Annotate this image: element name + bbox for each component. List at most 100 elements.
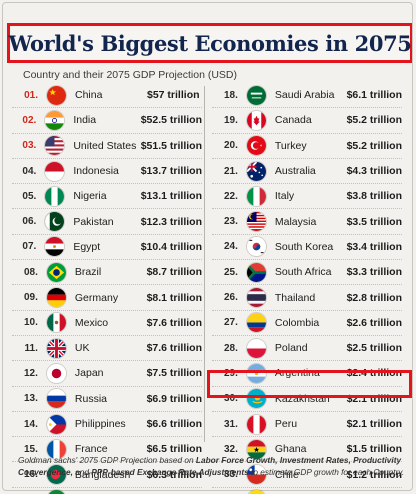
- ranking-row-philippines: 14. Philippines $6.6 trillion: [12, 412, 202, 438]
- ranking-row-france: 15. France $6.5 trillion: [12, 437, 202, 463]
- south-korea-flag-icon: [246, 237, 266, 257]
- rank-number: 33.: [223, 469, 238, 481]
- country-name: Brazil: [74, 266, 102, 279]
- gdp-value: $3.3 trillion: [346, 266, 402, 279]
- ranking-column-left: 01. China $57 trillion 02. India $52.5 trilli…: [12, 83, 202, 494]
- country-name: Nigeria: [73, 190, 107, 203]
- footnote-text-2: and: [72, 466, 92, 477]
- country-name: Chile: [274, 468, 299, 481]
- ranking-row-malaysia: 23. Malaysia $3.5 trillion: [212, 209, 402, 235]
- bangladesh-flag-icon: [46, 465, 66, 485]
- rank-number: 28.: [223, 342, 238, 354]
- mexico-flag-icon: [46, 313, 66, 333]
- country-name: Saudi Arabia: [274, 89, 335, 102]
- gdp-value: $57 trillion: [147, 89, 200, 102]
- rank-number: 20.: [223, 140, 238, 152]
- france-flag-icon: [46, 439, 66, 459]
- country-name: Malaysia: [274, 215, 317, 228]
- ranking-row-saudi-arabia: 18. Saudi Arabia $6.1 trillion: [212, 83, 402, 109]
- rank-number: 07.: [22, 241, 37, 253]
- egypt-flag-icon: [45, 237, 65, 257]
- country-name: South Korea: [274, 240, 334, 253]
- peru-flag-icon: [246, 414, 266, 434]
- ghana-flag-icon: [246, 439, 266, 459]
- saudi-arabia-flag-icon: [246, 85, 266, 105]
- ranking-row-egypt: 07. Egypt $10.4 trillion: [12, 235, 202, 261]
- ranking-row-uk: 11. UK $7.6 trillion: [12, 336, 202, 362]
- gdp-value: $2.1 trillion: [346, 418, 402, 430]
- gdp-value: $5.2 trillion: [346, 114, 402, 127]
- gdp-value: $13.1 trillion: [140, 190, 202, 203]
- philippines-flag-icon: [46, 414, 66, 434]
- australia-flag-icon: [246, 161, 266, 181]
- ranking-row-poland: 28. Poland $2.5 trillion: [212, 336, 402, 362]
- country-name: Mexico: [74, 316, 109, 329]
- rank-number: 05.: [22, 190, 37, 202]
- ranking-row-bangladesh: 16. Bangladesh $6.3 trillion: [12, 462, 202, 488]
- ranking-row-russia: 13. Russia $6.9 trillion: [12, 387, 202, 412]
- country-name: Bangladesh: [74, 468, 131, 481]
- italy-flag-icon: [246, 186, 266, 206]
- infographic-frame: World's Biggest Economies in 2075 Countr…: [2, 2, 413, 491]
- ranking-row-south-korea: 24. South Korea $3.4 trillion: [212, 235, 402, 261]
- country-name: UK: [74, 342, 90, 355]
- rank-number: 26.: [223, 292, 238, 304]
- gdp-value: $3.5 trillion: [346, 215, 402, 228]
- canada-flag-icon: [246, 110, 266, 130]
- gdp-value: $2.5 trillion: [346, 342, 402, 355]
- footnote-bold-2: PPP-based Exchange Rate Adjustments: [91, 466, 249, 477]
- ranking-row-indonesia: 04. Indonesia $13.7 trillion: [12, 159, 202, 185]
- footnote-text-1: Goldman sachs' 2075 GDP Projection based…: [18, 455, 196, 465]
- germany-flag-icon: [46, 288, 66, 308]
- chile-flag-icon: [246, 465, 266, 485]
- rank-number: 30.: [223, 393, 238, 405]
- country-name: United States: [73, 139, 137, 152]
- gdp-value: $4.3 trillion: [346, 165, 402, 178]
- ranking-row-turkey: 20. Turkey $5.2 trillion: [212, 134, 402, 159]
- gdp-value: $12.3 trillion: [140, 215, 202, 228]
- malaysia-flag-icon: [246, 212, 266, 232]
- ranking-row-pakistan: 06. Pakistan $12.3 trillion: [12, 209, 202, 235]
- gdp-value: $2.8 trillion: [346, 291, 402, 304]
- ranking-row-india: 02. India $52.5 trillion: [12, 108, 202, 134]
- country-name: Italy: [274, 190, 295, 203]
- footnote-bold-1: Labor Force Growth, Investment Rates, Pr…: [18, 455, 402, 477]
- south-africa-flag-icon: [246, 262, 266, 282]
- ranking-row-ghana: 32. Ghana $1.5 trillion: [212, 437, 402, 463]
- title-box: World's Biggest Economies in 2075: [7, 23, 412, 63]
- rank-number: 06.: [22, 216, 37, 228]
- rank-number: 10.: [23, 317, 38, 329]
- rank-number: 13.: [23, 393, 38, 405]
- gdp-value: $1.5 trillion: [346, 443, 402, 456]
- brazil-flag-icon: [46, 262, 66, 282]
- country-name: Thailand: [274, 291, 316, 304]
- country-name: Canada: [274, 114, 312, 127]
- country-name: Ghana: [274, 443, 307, 456]
- ecuador-flag-icon: [246, 490, 266, 494]
- gdp-value: $8.1 trillion: [146, 291, 202, 304]
- china-flag-icon: [47, 85, 66, 105]
- ranking-row-nigeria: 05. Nigeria $13.1 trillion: [12, 184, 202, 210]
- rank-number: 32.: [223, 443, 238, 455]
- gdp-value: $6.6 trillion: [146, 418, 202, 430]
- rank-number: 19.: [223, 114, 238, 126]
- ranking-row-japan: 12. Japan $7.5 trillion: [12, 361, 202, 387]
- rank-number: 02.: [22, 114, 37, 126]
- country-name: Peru: [274, 418, 298, 430]
- ranking-row-canada: 19. Canada $5.2 trillion: [212, 108, 402, 134]
- gdp-value: $6.1 trillion: [346, 89, 402, 102]
- gdp-value: $51.5 trillion: [140, 139, 202, 152]
- footnote-text-3: to estimate GDP growth for each Country.: [248, 466, 405, 477]
- ranking-column-right: 18. Saudi Arabia $6.1 trillion 19. Canada $5.…: [212, 83, 402, 494]
- ranking-row-south-africa: 25. South Africa $3.3 trillion: [212, 260, 402, 286]
- rank-number: 21.: [223, 165, 238, 177]
- country-name: Turkey: [274, 139, 307, 152]
- country-name: Germany: [74, 291, 119, 304]
- country-name: Australia: [274, 165, 316, 178]
- ranking-row-colombia: 27. Colombia $2.6 trillion: [212, 311, 402, 336]
- country-name: Russia: [74, 392, 107, 405]
- rank-number: 11.: [24, 342, 38, 354]
- rank-number: 23.: [223, 216, 238, 228]
- rank-number: 25.: [223, 266, 238, 278]
- country-name: Japan: [74, 367, 104, 380]
